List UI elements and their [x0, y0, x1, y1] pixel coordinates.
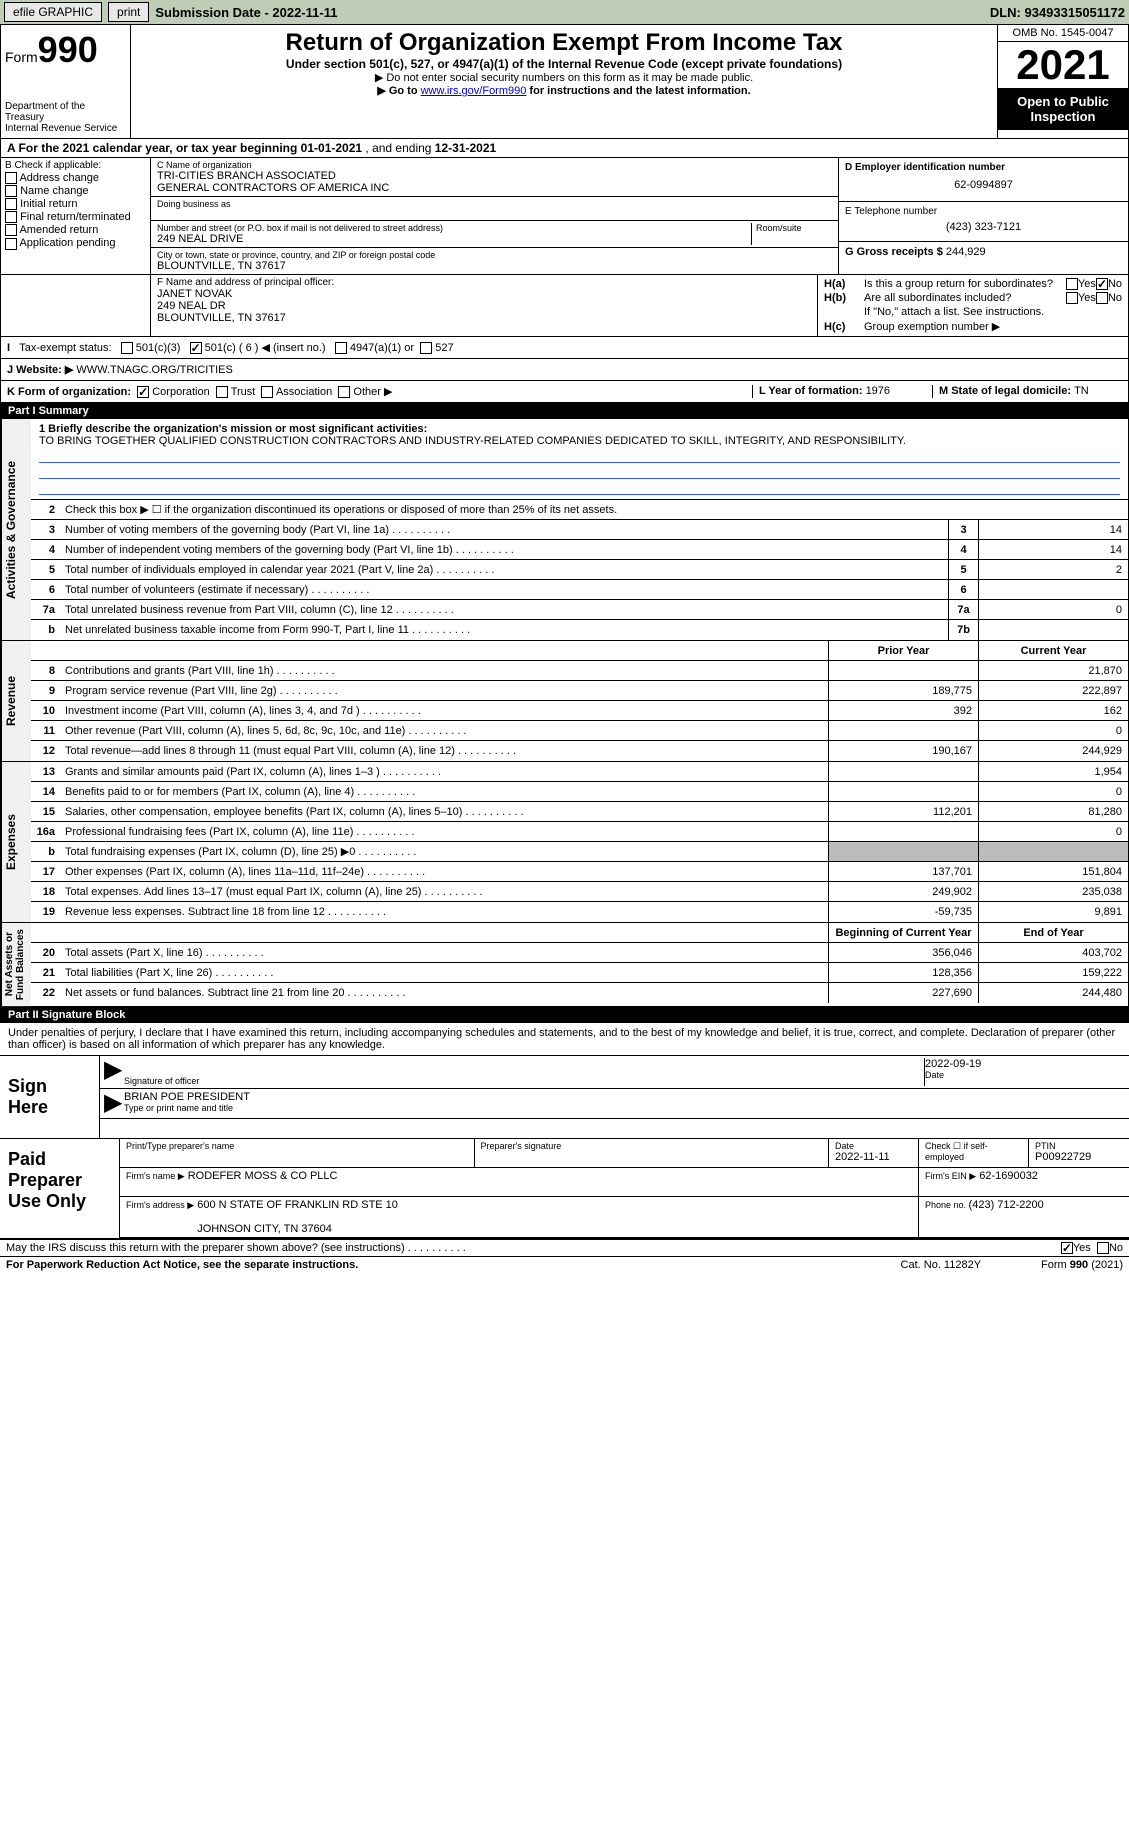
footer: For Paperwork Reduction Act Notice, see …	[0, 1257, 1129, 1273]
ptin: P00922729	[1035, 1151, 1123, 1163]
perjury-statement: Under penalties of perjury, I declare th…	[0, 1023, 1129, 1056]
form-id-box: Form990 Department of the Treasury Inter…	[1, 25, 131, 138]
netassets-section: Net Assets or Fund Balances Beginning of…	[0, 923, 1129, 1007]
principal-officer: F Name and address of principal officer:…	[151, 275, 818, 336]
phone: (423) 323-7121	[845, 217, 1122, 237]
mission-text: TO BRING TOGETHER QUALIFIED CONSTRUCTION…	[39, 435, 1120, 447]
chk-final-return[interactable]: Final return/terminated	[5, 211, 146, 223]
chk-name-change[interactable]: Name change	[5, 185, 146, 197]
revenue-section: Revenue Prior YearCurrent Year 8Contribu…	[0, 641, 1129, 762]
chk-app-pending[interactable]: Application pending	[5, 237, 146, 249]
part2-header: Part II Signature Block	[0, 1007, 1129, 1023]
irs-link[interactable]: www.irs.gov/Form990	[421, 85, 527, 97]
form-title-box: Return of Organization Exempt From Incom…	[131, 25, 998, 138]
print-button[interactable]: print	[108, 2, 149, 22]
efile-button[interactable]: efile GRAPHIC	[4, 2, 102, 22]
row-fgh: F Name and address of principal officer:…	[0, 275, 1129, 337]
ssn-note: ▶ Do not enter social security numbers o…	[135, 71, 993, 84]
open-to-public: Open to Public Inspection	[998, 88, 1128, 130]
paid-preparer-block: Paid Preparer Use Only Print/Type prepar…	[0, 1139, 1129, 1240]
firm-address: 600 N STATE OF FRANKLIN RD STE 10 JOHNSO…	[197, 1199, 398, 1235]
col-c-org-info: C Name of organization TRI-CITIES BRANCH…	[151, 158, 838, 274]
dln: DLN: 93493315051172	[990, 5, 1125, 20]
year-box: OMB No. 1545-0047 2021 Open to Public In…	[998, 25, 1128, 138]
form-header: Form990 Department of the Treasury Inter…	[0, 24, 1129, 139]
website-row: J Website: ▶ WWW.TNAGC.ORG/TRICITIES	[0, 359, 1129, 381]
discuss-row: May the IRS discuss this return with the…	[0, 1240, 1129, 1257]
side-expenses: Expenses	[1, 762, 31, 922]
chk-initial-return[interactable]: Initial return	[5, 198, 146, 210]
col-b-checkboxes: B Check if applicable: Address change Na…	[1, 158, 151, 274]
part1-header: Part I Summary	[0, 403, 1129, 419]
submission-date-label: Submission Date - 2022-11-11	[155, 5, 337, 20]
chk-address-change[interactable]: Address change	[5, 172, 146, 184]
top-toolbar: efile GRAPHIC print Submission Date - 20…	[0, 0, 1129, 24]
form-title: Return of Organization Exempt From Incom…	[135, 29, 993, 57]
omb-number: OMB No. 1545-0047	[998, 25, 1128, 42]
expenses-section: Expenses 13Grants and similar amounts pa…	[0, 762, 1129, 923]
officer-name: BRIAN POE PRESIDENT	[124, 1091, 1125, 1103]
org-city: BLOUNTVILLE, TN 37617	[157, 260, 832, 272]
section-bcde: B Check if applicable: Address change Na…	[0, 158, 1129, 275]
gross-receipts: 244,929	[946, 246, 986, 258]
org-address: 249 NEAL DRIVE	[157, 233, 747, 245]
row-k: K Form of organization: Corporation Trus…	[0, 381, 1129, 403]
governance-section: Activities & Governance 1 Briefly descri…	[0, 419, 1129, 641]
firm-name: RODEFER MOSS & CO PLLC	[188, 1170, 338, 1182]
row-a: A For the 2021 calendar year, or tax yea…	[0, 139, 1129, 158]
side-revenue: Revenue	[1, 641, 31, 761]
form-subtitle: Under section 501(c), 527, or 4947(a)(1)…	[135, 57, 993, 71]
tax-status-row: I Tax-exempt status: 501(c)(3) 501(c) ( …	[0, 337, 1129, 359]
tax-year: 2021	[998, 42, 1128, 88]
chk-amended[interactable]: Amended return	[5, 224, 146, 236]
side-governance: Activities & Governance	[1, 419, 31, 640]
side-net: Net Assets or Fund Balances	[1, 923, 31, 1006]
sign-here-block: Sign Here ▶ Signature of officer 2022-09…	[0, 1056, 1129, 1139]
link-note: ▶ Go to www.irs.gov/Form990 for instruct…	[135, 84, 993, 97]
org-name: TRI-CITIES BRANCH ASSOCIATED GENERAL CON…	[157, 170, 832, 194]
ein: 62-0994897	[845, 173, 1122, 197]
col-de: D Employer identification number 62-0994…	[838, 158, 1128, 274]
dept-label: Department of the Treasury Internal Reve…	[5, 101, 126, 134]
